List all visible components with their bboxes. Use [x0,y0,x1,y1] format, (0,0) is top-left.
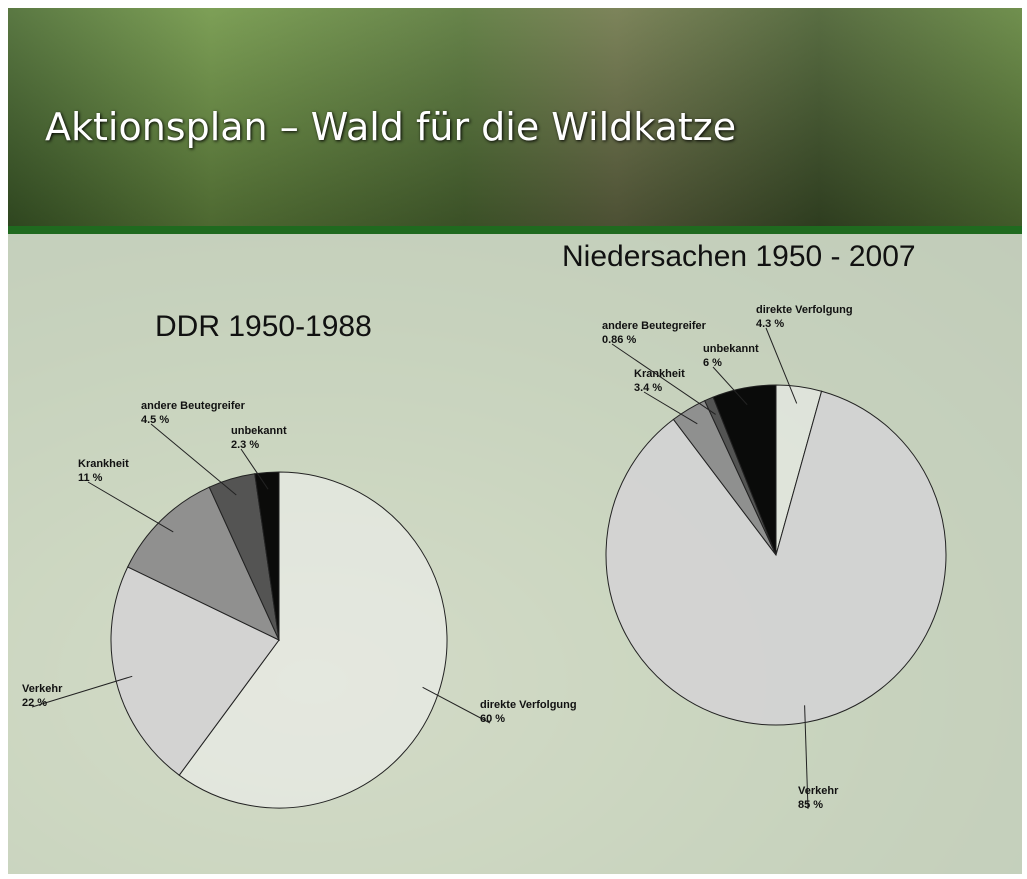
slice-value-label: 11 % [78,472,103,484]
slice-label: andere Beutegreifer [602,320,707,332]
slice-value-label: 6 % [703,357,722,369]
leader-line [151,424,236,495]
slice-value-label: 85 % [798,799,823,811]
slice-label: unbekannt [703,343,759,355]
chart-title: Niedersachen 1950 - 2007 [562,240,916,273]
slice-value-label: 60 % [480,713,505,725]
slice-label: Krankheit [78,458,129,470]
slice-label: direkte Verfolgung [480,699,577,711]
slice-label: Krankheit [634,368,685,380]
slice-value-label: 2.3 % [231,439,259,451]
slice-label: andere Beutegreifer [141,400,246,412]
slice-value-label: 22 % [22,697,47,709]
slice-label: direkte Verfolgung [756,304,853,316]
slice-label: unbekannt [231,425,287,437]
slide: Aktionsplan – Wald für die Wildkatze DDR… [0,0,1027,879]
slice-value-label: 0.86 % [602,334,636,346]
slice-label: Verkehr [798,785,839,797]
slice-value-label: 4.3 % [756,318,784,330]
slice-value-label: 3.4 % [634,382,662,394]
slice-value-label: 4.5 % [141,414,169,426]
slice-label: Verkehr [22,683,63,695]
slide-title: Aktionsplan – Wald für die Wildkatze [45,105,736,149]
leader-line [88,482,173,532]
chart-title: DDR 1950-1988 [155,310,372,343]
